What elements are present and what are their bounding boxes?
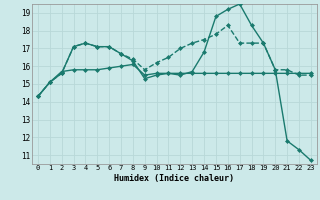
X-axis label: Humidex (Indice chaleur): Humidex (Indice chaleur) [115, 174, 234, 183]
